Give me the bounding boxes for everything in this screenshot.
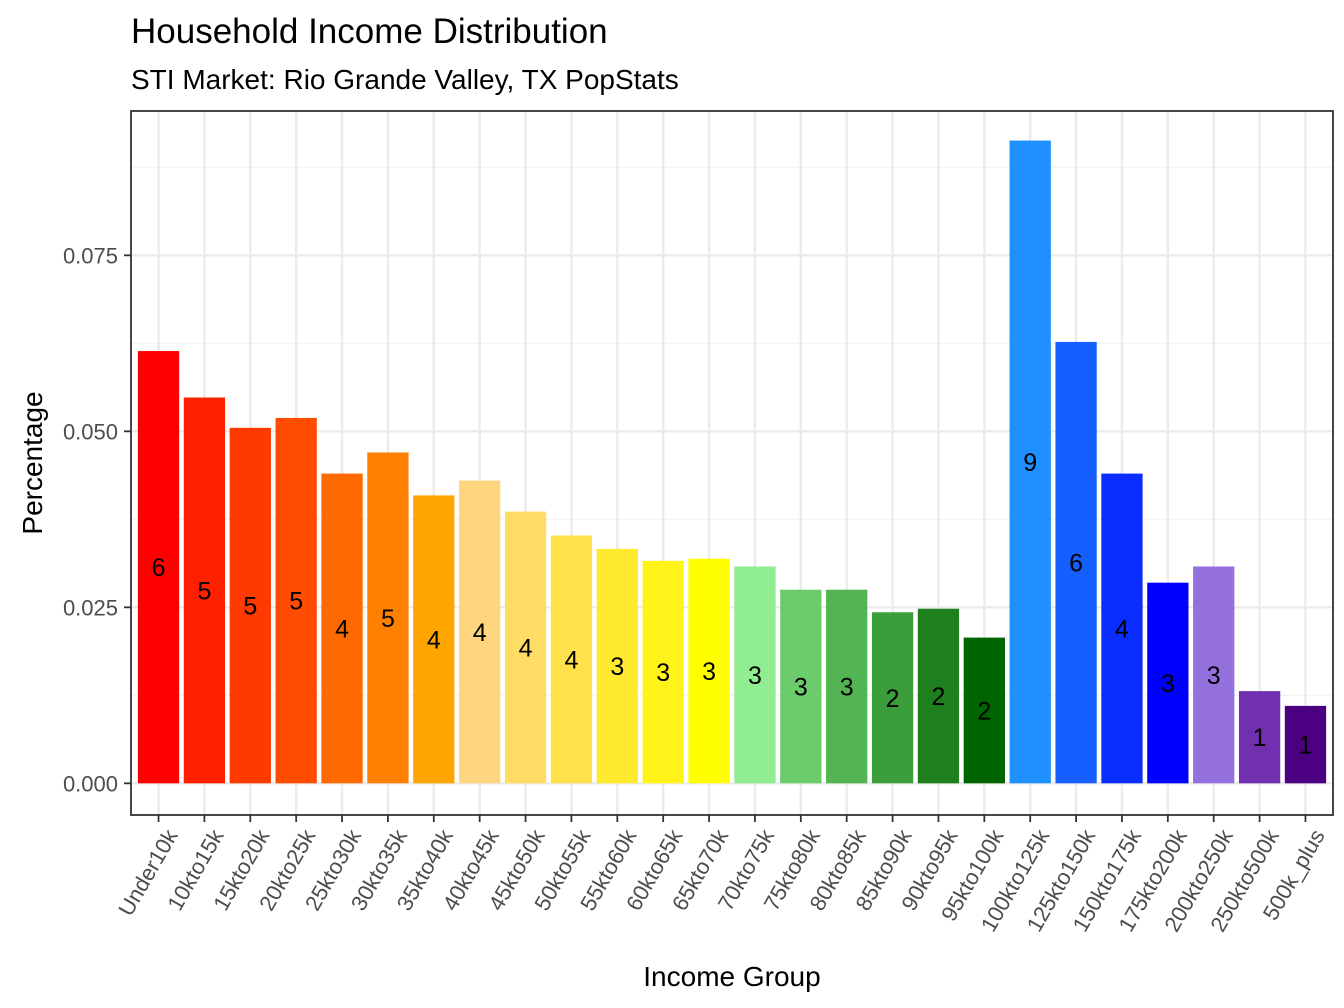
y-tick-label: 0.025 [63, 595, 118, 620]
bar [917, 608, 960, 784]
y-tick-label: 0.050 [63, 419, 118, 444]
bar-label: 3 [840, 674, 854, 702]
bar [1284, 705, 1327, 784]
bar-label: 4 [473, 619, 487, 647]
bar [1147, 582, 1189, 784]
bar-label: 3 [656, 659, 670, 687]
bar [1193, 566, 1235, 784]
y-axis-title: Percentage [17, 391, 48, 534]
bar-label: 4 [519, 634, 533, 662]
bar-label: 2 [931, 683, 945, 711]
bar-label: 3 [794, 674, 808, 702]
bar-label: 9 [1023, 449, 1037, 477]
bar [1101, 473, 1143, 784]
bar [1055, 341, 1097, 784]
bar-label: 5 [243, 593, 257, 621]
bar [367, 452, 409, 784]
bar-label: 6 [152, 554, 166, 582]
bar-label: 3 [1207, 662, 1221, 690]
bar-label: 5 [289, 588, 303, 616]
bar-label: 4 [1115, 615, 1129, 643]
chart-subtitle: STI Market: Rio Grande Valley, TX PopSta… [131, 64, 679, 95]
bar [963, 637, 1005, 784]
bar [596, 548, 638, 784]
bar-label: 3 [748, 662, 762, 690]
bar [275, 417, 317, 784]
bar [871, 612, 914, 784]
bar-label: 3 [702, 658, 716, 686]
bar [550, 535, 593, 784]
bar [734, 566, 776, 784]
bar [229, 427, 271, 784]
bar [504, 511, 547, 784]
bar-label: 2 [977, 697, 991, 725]
y-tick-label: 0.075 [63, 243, 118, 268]
bar [688, 558, 730, 784]
bar [321, 473, 363, 784]
bar-label: 1 [1299, 732, 1313, 760]
bar [1009, 140, 1051, 784]
bar-label: 4 [335, 615, 349, 643]
bar-label: 5 [381, 605, 395, 633]
bar-label: 3 [1161, 670, 1175, 698]
bar-label: 5 [197, 577, 211, 605]
panel-border [130, 110, 1334, 816]
bar [459, 480, 501, 784]
bar-label: 3 [610, 653, 624, 681]
bar [137, 351, 180, 784]
bar-label: 4 [427, 626, 441, 654]
bar-label: 4 [564, 646, 578, 674]
chart-title: Household Income Distribution [131, 12, 608, 51]
bar [780, 589, 822, 784]
bar [1238, 691, 1281, 784]
y-tick-label: 0.000 [63, 771, 118, 796]
bar [413, 495, 455, 784]
bar-label: 2 [886, 685, 900, 713]
bar [183, 397, 226, 784]
x-axis-title: Income Group [643, 961, 820, 992]
bar-label: 6 [1069, 550, 1083, 578]
bar-label: 1 [1253, 724, 1267, 752]
bar [642, 560, 684, 784]
bar [826, 589, 868, 784]
